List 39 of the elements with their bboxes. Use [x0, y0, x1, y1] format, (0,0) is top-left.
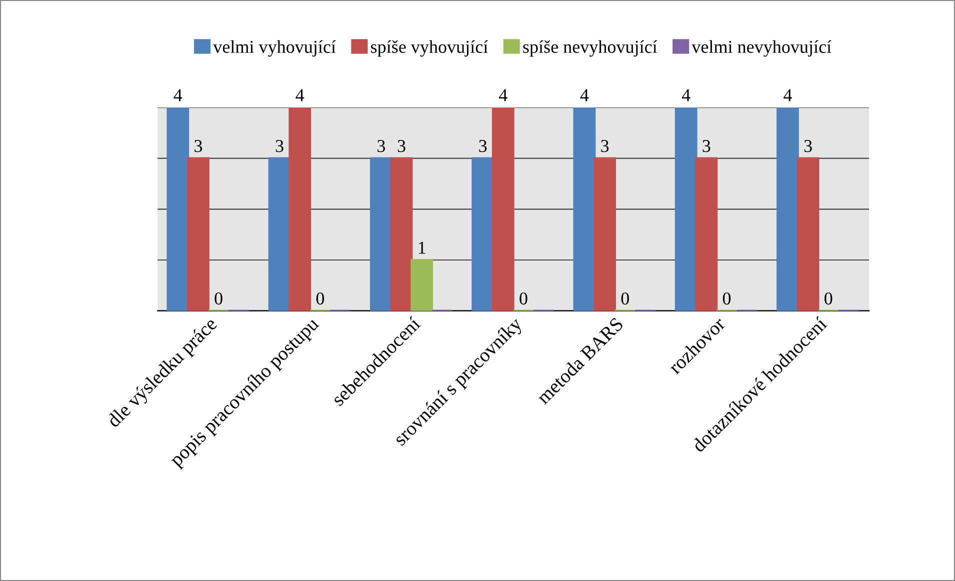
data-label: 4: [784, 89, 792, 102]
data-label: 3: [702, 140, 710, 152]
bar: [492, 107, 514, 311]
bar: [288, 107, 312, 311]
data-label: 3: [479, 140, 487, 152]
data-label: 3: [398, 140, 406, 152]
bar: [390, 157, 413, 311]
data-label: 3: [276, 140, 284, 152]
bar: [166, 107, 190, 311]
data-label: 4: [682, 89, 690, 102]
bar: [695, 157, 718, 311]
legend-label: velmi nevyhovující: [692, 40, 832, 57]
bar: [674, 107, 698, 311]
data-label: 0: [621, 292, 629, 305]
legend-label: spíše vyhovující: [371, 40, 488, 57]
bar: [573, 107, 596, 311]
data-label: 0: [722, 292, 731, 305]
data-label: 3: [601, 140, 609, 152]
data-label: 0: [316, 292, 324, 305]
data-label: 3: [378, 140, 385, 152]
bar: [410, 258, 434, 311]
data-label: 0: [214, 292, 222, 305]
legend-label: velmi vyhovující: [213, 40, 336, 57]
data-label: 4: [296, 89, 304, 102]
data-label: 1: [418, 242, 426, 254]
data-label: 3: [804, 140, 812, 152]
bar: [472, 157, 494, 311]
bar: [776, 107, 799, 311]
legend-label: spíše nevyhovující: [523, 40, 658, 57]
bar: [594, 157, 616, 311]
data-label: 4: [174, 89, 182, 102]
data-label: 4: [580, 89, 589, 102]
data-label: 0: [824, 292, 832, 305]
bar: [187, 157, 210, 311]
data-label: 3: [194, 140, 202, 152]
bar: [796, 157, 820, 311]
data-label: 0: [520, 292, 528, 305]
data-label: 4: [498, 89, 508, 102]
bar: [370, 157, 392, 311]
